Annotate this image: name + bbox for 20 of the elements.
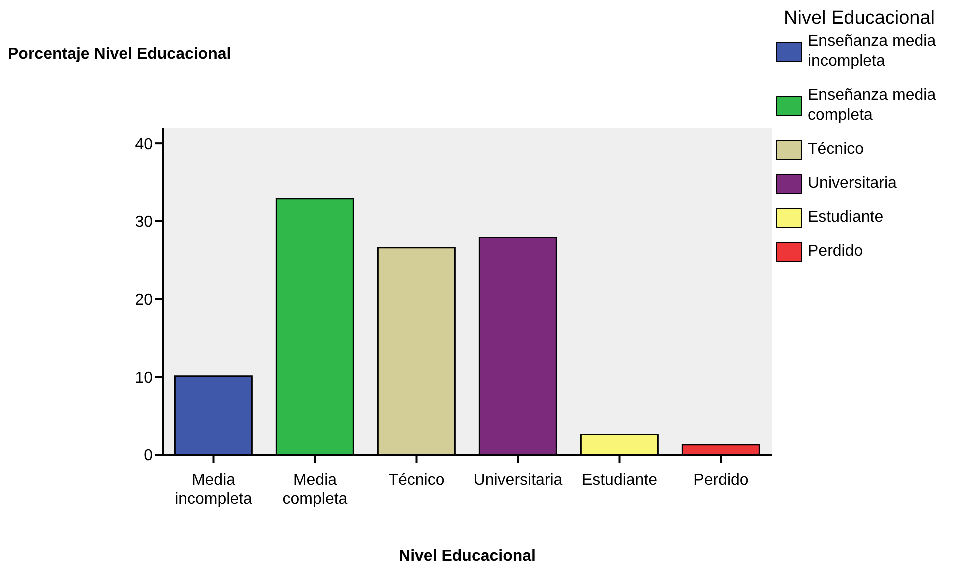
x-tick-label: Universitaria xyxy=(474,472,563,489)
legend-label: Técnico xyxy=(808,140,866,160)
y-tick-label: 20 xyxy=(135,292,154,309)
legend-label: Universitaria xyxy=(808,174,898,194)
x-tick-label: Media completa xyxy=(282,472,348,508)
y-tick-label: 10 xyxy=(135,370,154,387)
legend-title: Nivel Educacional xyxy=(783,8,936,30)
x-tick-label: Media incompleta xyxy=(175,472,253,508)
x-tick-label: Perdido xyxy=(694,472,749,489)
x-tick-label: Técnico xyxy=(388,472,445,489)
legend-label: Estudiante xyxy=(808,208,885,228)
legend-label: Enseñanza media completa xyxy=(808,86,938,126)
y-tick-label: 40 xyxy=(135,136,154,154)
chart-title: Porcentaje Nivel Educacional xyxy=(8,46,232,64)
legend-label: Enseñanza media incompleta xyxy=(808,32,938,72)
y-tick-label: 0 xyxy=(144,448,154,465)
y-tick-label: 30 xyxy=(135,214,154,232)
x-axis-title: Nivel Educacional xyxy=(398,548,537,566)
x-tick-label: Estudiante xyxy=(582,472,658,489)
legend-label: Perdido xyxy=(808,242,864,262)
